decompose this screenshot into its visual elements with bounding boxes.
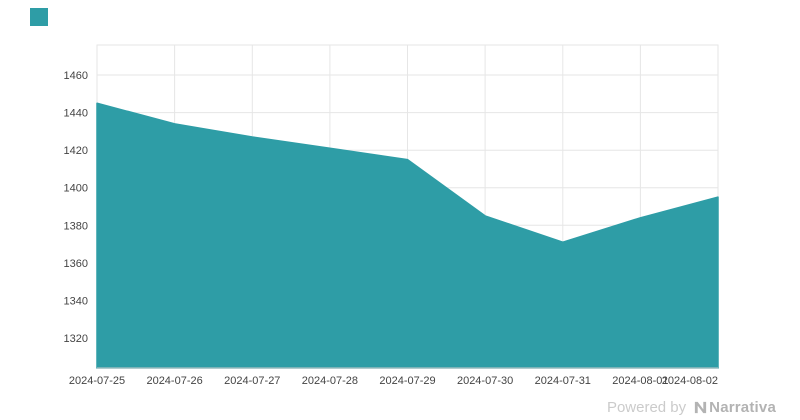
y-tick-label: 1380 [64,220,88,232]
x-tick-label: 2024-07-31 [535,375,591,387]
y-tick-label: 1400 [64,183,88,195]
brand-logo-square [30,8,48,26]
x-tick-label: 2024-07-25 [69,375,125,387]
narrativa-logo-icon [693,400,708,415]
x-tick-label: 2024-07-30 [457,375,513,387]
y-tick-label: 1360 [64,258,88,270]
x-tick-label: 2024-07-28 [302,375,358,387]
y-tick-label: 1460 [64,70,88,82]
y-tick-label: 1440 [64,108,88,120]
y-tick-label: 1320 [64,333,88,345]
x-tick-label: 2024-07-29 [379,375,435,387]
x-tick-label: 2024-07-26 [146,375,202,387]
x-tick-label: 2024-08-02 [662,375,718,387]
x-tick-label: 2024-07-27 [224,375,280,387]
x-tick-label: 2024-08-01 [612,375,668,387]
y-tick-label: 1340 [64,295,88,307]
y-tick-label: 1420 [64,145,88,157]
brand-name: Narrativa [709,399,776,416]
area-series [96,102,719,369]
powered-by: Powered by Narrativa [607,400,776,415]
powered-by-text: Powered by [606,399,687,416]
